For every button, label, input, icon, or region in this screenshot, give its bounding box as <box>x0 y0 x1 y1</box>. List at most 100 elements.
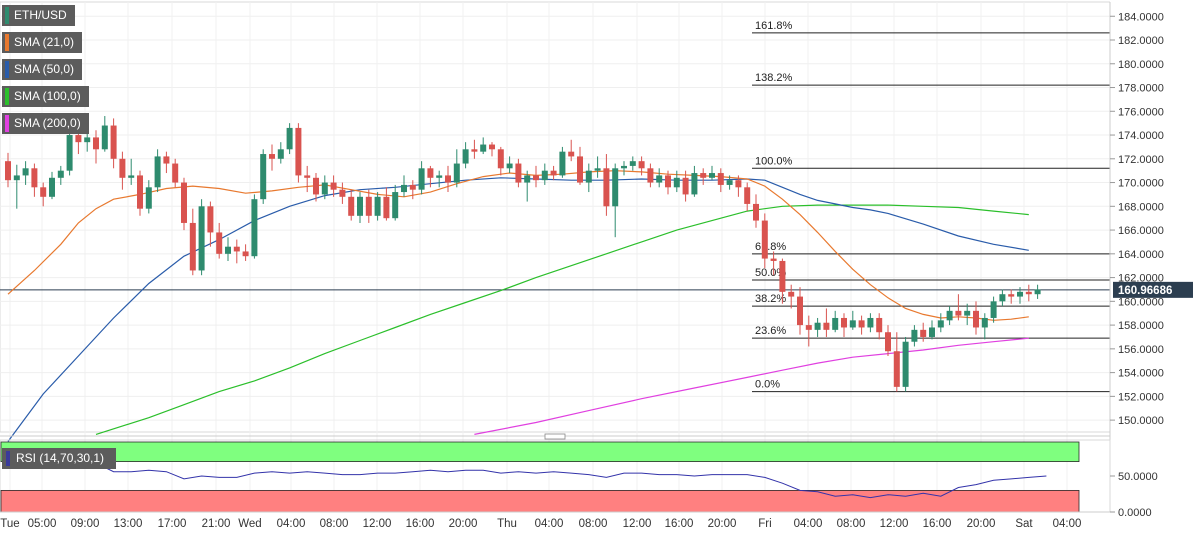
candle-body <box>629 161 636 166</box>
candle-body <box>242 251 249 257</box>
candle-body <box>277 149 284 159</box>
fib-label-6: 23.6% <box>755 325 786 337</box>
candle-101 <box>893 332 900 392</box>
candle-body <box>955 310 962 316</box>
candle-80 <box>709 165 715 181</box>
legend-sma21[interactable]: SMA (21,0) <box>2 32 83 53</box>
candle-body <box>304 175 311 178</box>
candle-body <box>515 163 522 183</box>
candle-body <box>717 173 724 185</box>
candle-body <box>383 196 390 219</box>
candle-13 <box>119 151 126 190</box>
candle-body <box>269 154 275 159</box>
x-tick-label-25: 04:00 <box>1053 518 1082 530</box>
y-tick-label-10: 164.0000 <box>1118 249 1164 261</box>
x-tick-label-4: 17:00 <box>158 518 187 530</box>
y-tick-label-4: 176.0000 <box>1118 106 1164 118</box>
candle-76 <box>673 170 680 193</box>
candle-body <box>726 180 733 185</box>
fib-label-7: 0.0% <box>755 379 780 391</box>
candle-28 <box>251 194 258 259</box>
candle-body <box>418 168 425 190</box>
candle-body <box>31 168 38 188</box>
candle-6 <box>57 165 64 185</box>
sma50-swatch <box>5 61 9 78</box>
y-tick-label-2: 180.0000 <box>1118 59 1164 71</box>
candle-66 <box>585 163 592 193</box>
candle-35 <box>313 173 319 202</box>
y-tick-label-7: 170.0000 <box>1118 178 1164 190</box>
candle-63 <box>559 146 566 178</box>
candle-95 <box>841 313 847 337</box>
candle-body <box>57 170 64 178</box>
y-tick-label-9: 166.0000 <box>1118 225 1164 237</box>
rsi-tick-label-0: 50.0000 <box>1118 471 1158 483</box>
y-tick-label-17: 150.0000 <box>1118 415 1164 427</box>
x-tick-label-22: 16:00 <box>923 518 952 530</box>
legend-sma21-label: SMA (21,0) <box>14 35 75 49</box>
sma100-line <box>95 204 1029 435</box>
candle-body <box>832 317 839 330</box>
candle-73 <box>647 163 654 188</box>
candle-body <box>682 177 689 195</box>
sma21-line <box>7 170 1029 321</box>
candle-body <box>427 168 434 178</box>
candle-body <box>744 187 751 204</box>
candle-102 <box>902 336 909 392</box>
candle-36 <box>321 175 328 200</box>
legend-sma200[interactable]: SMA (200,0) <box>2 113 89 134</box>
candle-body <box>691 173 698 195</box>
candle-body <box>761 220 768 259</box>
candle-body <box>788 291 795 297</box>
candle-body <box>260 154 267 200</box>
candle-81 <box>717 168 724 193</box>
legend-rsi[interactable]: RSI (14,70,30,1) <box>2 448 116 469</box>
candle-78 <box>691 165 698 197</box>
candle-85 <box>753 194 759 228</box>
legend-symbol-label: ETH/USD <box>14 8 67 22</box>
rsi-oversold-band <box>0 489 1080 513</box>
candle-body <box>75 135 82 143</box>
x-tick-label-23: 20:00 <box>967 518 996 530</box>
legend-symbol[interactable]: ETH/USD <box>2 5 75 26</box>
candle-16 <box>145 180 152 214</box>
candle-62 <box>550 165 557 181</box>
candle-54 <box>480 137 487 155</box>
candle-82 <box>726 175 733 190</box>
candle-body <box>128 175 135 178</box>
sma50-line <box>7 177 1029 442</box>
candle-53 <box>471 139 478 159</box>
y-tick-label-8: 168.0000 <box>1118 201 1164 213</box>
price-axis[interactable]: 184.0000 182.0000 180.0000 178.0000 176.0000… <box>1109 0 1194 536</box>
candle-65 <box>577 146 583 185</box>
candle-44 <box>392 184 399 221</box>
candle-body <box>13 175 20 181</box>
y-tick-label-1: 182.0000 <box>1118 35 1164 47</box>
candle-26 <box>233 239 240 264</box>
candle-body <box>981 317 988 328</box>
candle-body <box>313 177 319 195</box>
legend-sma50[interactable]: SMA (50,0) <box>2 59 83 80</box>
panel-divider-handle[interactable] <box>0 433 1110 440</box>
candle-110 <box>973 301 979 335</box>
rsi-line <box>7 459 1047 499</box>
y-tick-label-12: 160.0000 <box>1118 296 1164 308</box>
candle-body <box>497 149 504 169</box>
fibonacci-levels: 161.8% 138.2% 100.0% 61.8% 50.0% 38.2% 23.6% 0.… <box>0 20 1110 393</box>
candle-105 <box>929 320 935 340</box>
candle-body <box>93 137 99 150</box>
time-axis[interactable]: Tue 05:00 09:00 13:00 17:00 21:00 Wed 04:00 08:0… <box>0 511 1110 530</box>
candle-15 <box>137 170 143 216</box>
candle-38 <box>339 182 346 204</box>
candles <box>5 116 1041 392</box>
candle-71 <box>629 156 636 171</box>
candle-body <box>330 182 337 190</box>
candle-body <box>392 192 399 219</box>
x-tick-label-17: 20:00 <box>708 518 737 530</box>
candle-body <box>920 329 927 337</box>
candle-109 <box>964 303 971 326</box>
legend-sma100[interactable]: SMA (100,0) <box>2 86 89 107</box>
candle-body <box>286 127 293 150</box>
candle-61 <box>541 163 548 185</box>
